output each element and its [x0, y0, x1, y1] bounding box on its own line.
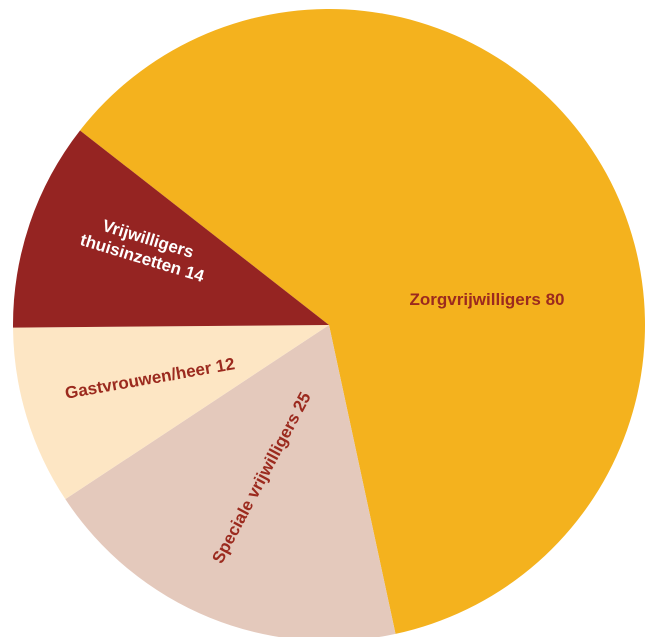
pie-slice [13, 325, 330, 500]
value-label: 14 [182, 262, 207, 286]
slice-label: Zorgvrijwilligers 80 [410, 290, 565, 310]
pie-slice [79, 9, 646, 634]
category-name: Zorgvrijwilligers [409, 290, 541, 309]
pie-slice [65, 325, 396, 637]
value-label: 80 [545, 290, 565, 309]
pie-slice [12, 130, 329, 328]
value-label: 12 [214, 354, 237, 377]
